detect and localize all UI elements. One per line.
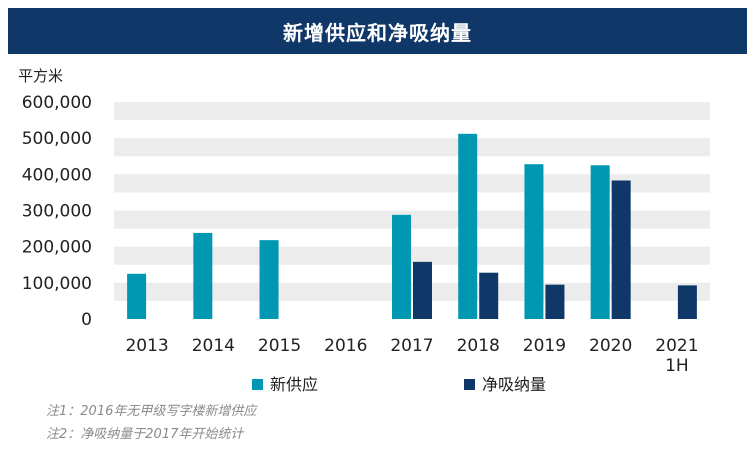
y-tick-label: 300,000 [22,202,92,222]
grid-band [114,174,710,193]
x-tick-label: 2020 [589,336,632,356]
grid-bands [114,102,710,301]
bar-new-supply [590,165,610,319]
y-axis-unit: 平方米 [18,67,63,85]
footnote-2: 注2：净吸纳量于2017年开始统计 [46,427,244,442]
x-tick-label: 2013 [125,336,168,356]
y-tick-label: 500,000 [22,129,92,149]
legend-label: 净吸纳量 [482,375,546,394]
title-bar: 新增供应和净吸纳量 [8,8,747,54]
bar-chart: 平方米 0 100,000 200,000 300,000 400,000 500,000… [18,67,710,394]
footnote-1: 注1：2016年无甲级写字楼新增供应 [46,404,257,419]
bar-new-supply [524,164,544,319]
y-tick-label: 0 [81,310,92,330]
x-tick-label: 2014 [192,336,235,356]
y-tick-label: 600,000 [22,93,92,113]
bar-new-supply [127,273,147,319]
bar-net-absorption [479,272,499,319]
legend-swatch [252,379,263,390]
bar-net-absorption [413,261,432,319]
grid-band [114,102,710,121]
legend-swatch [464,379,475,390]
bar-new-supply [392,214,411,319]
bar-new-supply [259,240,279,319]
bar-net-absorption [611,180,631,319]
grid-band [114,138,710,157]
bar-net-absorption [677,285,697,319]
bar-new-supply [193,232,213,319]
x-tick-label: 2021 [655,336,698,356]
x-tick-label: 2015 [258,336,301,356]
grid-band [114,210,710,229]
x-tick-label: 2019 [523,336,566,356]
bars [127,133,697,319]
y-ticks: 0 100,000 200,000 300,000 400,000 500,000 600,… [22,93,92,330]
bar-new-supply [458,133,478,319]
x-tick-label: 2016 [324,336,367,356]
x-tick-label: 2018 [457,336,500,356]
legend-label: 新供应 [270,375,318,394]
x-tick-label: 1H [665,356,689,376]
chart-title: 新增供应和净吸纳量 [283,20,472,45]
y-tick-label: 100,000 [22,274,92,294]
y-tick-label: 200,000 [22,238,92,258]
x-tick-label: 2017 [390,336,433,356]
bar-net-absorption [545,284,565,319]
legend: 新供应 净吸纳量 [252,375,546,394]
y-tick-label: 400,000 [22,165,92,185]
